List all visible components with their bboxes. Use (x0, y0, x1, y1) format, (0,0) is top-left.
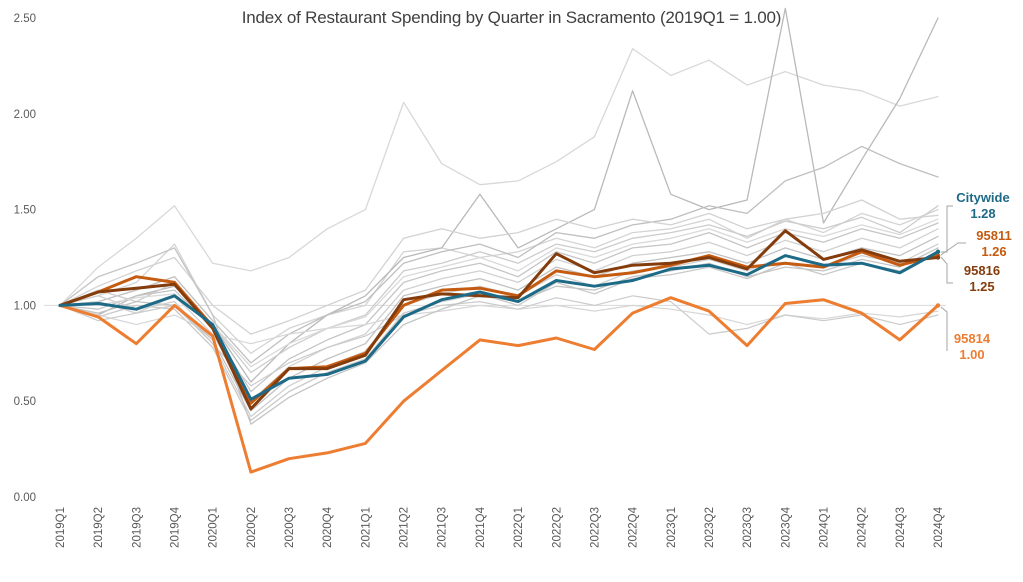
series-gray-zip-14-line (59, 247, 939, 425)
x-tick-label: 2022Q3 (589, 507, 601, 548)
end-label-citywide-name: Citywide (956, 190, 1009, 205)
x-tick-label: 2021Q4 (475, 506, 487, 548)
x-tick-label: 2022Q1 (513, 507, 525, 548)
series-gray-zip-12-line (59, 295, 939, 387)
series-95814-endpoint (935, 303, 941, 308)
series-95811-line (58, 250, 940, 405)
x-tick-label: 2023Q3 (742, 507, 754, 548)
series-gray-zip-13-line (59, 199, 939, 335)
series-95814-line (58, 296, 940, 474)
label-connector (940, 256, 953, 284)
x-tick-label: 2019Q2 (93, 507, 105, 548)
y-tick-label: 2.50 (14, 13, 36, 25)
end-label-citywide-value: 1.28 (970, 206, 995, 221)
y-tick-label: 0.50 (14, 396, 36, 408)
x-tick-label: 2021Q3 (437, 507, 449, 548)
x-tick-label: 2024Q3 (895, 507, 907, 548)
x-tick-label: 2024Q1 (818, 507, 830, 548)
x-tick-label: 2023Q2 (704, 507, 716, 548)
end-label-95816-name: 95816 (964, 263, 1000, 278)
x-tick-label: 2024Q4 (933, 506, 945, 548)
x-tick-label: 2023Q1 (666, 507, 678, 548)
x-tick-label: 2019Q1 (55, 507, 67, 548)
x-tick-label: 2020Q2 (246, 507, 258, 548)
y-tick-label: 2.00 (14, 109, 36, 121)
x-tick-label: 2020Q4 (322, 506, 334, 548)
x-tick-label: 2019Q3 (131, 507, 143, 548)
x-tick-label: 2024Q2 (857, 507, 869, 548)
end-label-95816-value: 1.25 (969, 279, 994, 294)
y-tick-label: 1.00 (14, 300, 36, 312)
series-gray-zip-11-line (59, 304, 939, 345)
x-tick-label: 2021Q1 (360, 507, 372, 548)
series-gray-zip-07-line (59, 228, 939, 402)
label-connector (940, 242, 966, 256)
end-label-95811-name: 95811 (976, 228, 1011, 243)
y-tick-label: 1.50 (14, 205, 36, 217)
end-label-95811-value: 1.26 (981, 244, 1006, 259)
series-gray-zip-02-line (59, 48, 939, 307)
series-citywide-line (58, 250, 940, 401)
end-label-95814-name: 95814 (954, 331, 991, 346)
x-tick-label: 2023Q4 (780, 506, 792, 548)
series-citywide-endpoint (935, 249, 941, 254)
end-label-95814-value: 1.00 (959, 347, 984, 362)
chart-title: Index of Restaurant Spending by Quarter … (241, 8, 782, 27)
x-tick-label: 2021Q2 (399, 507, 411, 548)
x-tick-label: 2022Q4 (628, 506, 640, 548)
series-gray-zip-08-line (59, 235, 939, 412)
x-tick-label: 2019Q4 (170, 506, 182, 548)
series-gray-zip-04-line (59, 145, 939, 364)
y-tick-label: 0.00 (14, 492, 36, 504)
x-tick-label: 2022Q2 (551, 507, 563, 548)
label-connector (941, 205, 953, 253)
label-connector (940, 306, 948, 351)
series-95816-endpoint (935, 255, 941, 260)
x-tick-label: 2020Q3 (284, 507, 296, 548)
x-tick-label: 2020Q1 (208, 507, 220, 548)
